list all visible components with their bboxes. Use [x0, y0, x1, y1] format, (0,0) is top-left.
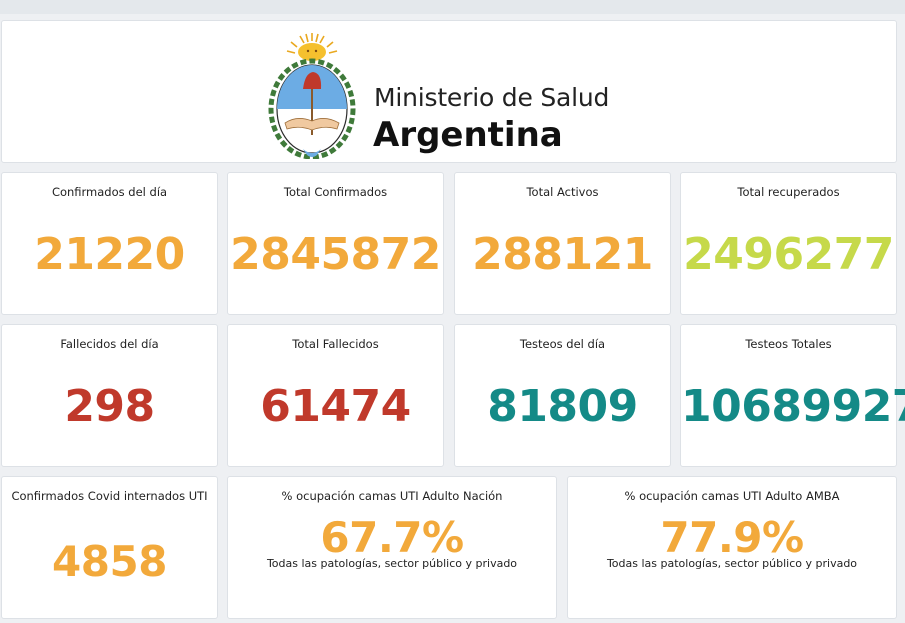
stat-value: 81809 — [487, 381, 638, 432]
stat-card-total-confirmados: Total Confirmados 2845872 — [227, 172, 444, 315]
stat-title: Confirmados Covid internados UTI — [11, 489, 208, 503]
stat-title: Confirmados del día — [51, 185, 168, 199]
stat-card-ocupacion-nacion: % ocupación camas UTI Adulto Nación 67.7… — [227, 476, 557, 619]
stat-subtitle: Todas las patologías, sector público y p… — [606, 557, 858, 570]
stat-card-total-fallecidos: Total Fallecidos 61474 — [227, 324, 444, 467]
stat-title: Fallecidos del día — [60, 337, 159, 351]
stat-subtitle: Todas las patologías, sector público y p… — [266, 557, 518, 570]
stat-card-ocupacion-amba: % ocupación camas UTI Adulto AMBA 77.9% … — [567, 476, 897, 619]
stat-title: % ocupación camas UTI Adulto Nación — [281, 489, 503, 503]
stat-value: 21220 — [34, 229, 185, 280]
stat-value: 67.7% — [320, 513, 464, 562]
stat-title: Total Confirmados — [283, 185, 388, 199]
stat-card-testeos-totales: Testeos Totales 10689927 — [680, 324, 905, 467]
stat-card-testeos-dia: Testeos del día 81809 — [454, 324, 671, 467]
stat-value: 4858 — [52, 537, 167, 586]
stat-value: 298 — [64, 381, 155, 432]
stat-value: 77.9% — [660, 513, 804, 562]
stat-title: Testeos del día — [519, 337, 606, 351]
ministry-name: Ministerio de Salud — [374, 83, 610, 112]
stat-title: Total Fallecidos — [292, 337, 379, 351]
stat-value: 2496277 — [683, 229, 894, 280]
stat-title: Total recuperados — [737, 185, 840, 199]
stat-card-internados-uti: Confirmados Covid internados UTI 4858 — [1, 476, 218, 619]
stat-card-fallecidos-dia: Fallecidos del día 298 — [1, 324, 218, 467]
header-banner: Ministerio de Salud Argentina — [1, 20, 897, 163]
stat-title: Testeos Totales — [745, 337, 832, 351]
country-name: Argentina — [373, 115, 563, 155]
stat-title: Total Activos — [526, 185, 599, 199]
stat-title: % ocupación camas UTI Adulto AMBA — [624, 489, 840, 503]
stat-value: 10689927 — [681, 381, 905, 432]
stat-card-total-activos: Total Activos 288121 — [454, 172, 671, 315]
stat-card-confirmados-dia: Confirmados del día 21220 — [1, 172, 218, 315]
coat-of-arms-logo — [268, 33, 356, 159]
top-bar — [0, 0, 905, 14]
stat-value: 288121 — [472, 229, 653, 280]
stat-value: 2845872 — [230, 229, 441, 280]
stat-card-total-recuperados: Total recuperados 2496277 — [680, 172, 897, 315]
stat-value: 61474 — [260, 381, 411, 432]
